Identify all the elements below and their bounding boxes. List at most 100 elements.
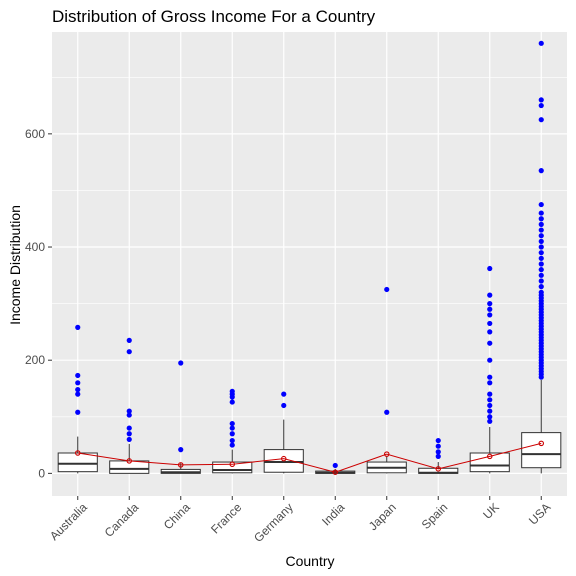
outlier-point <box>538 261 544 267</box>
outlier-point <box>126 337 132 343</box>
mean-point <box>435 466 441 472</box>
outlier-point <box>126 349 132 355</box>
x-tick-label: Canada <box>102 500 142 540</box>
x-axis: Australia Canada China France Germany India Ja… <box>47 496 553 545</box>
outlier-point <box>229 388 235 394</box>
mean-point <box>178 462 184 468</box>
outlier-point <box>538 97 544 103</box>
box-usa <box>521 380 562 474</box>
outlier-point <box>538 284 544 290</box>
outlier-point <box>487 374 493 380</box>
outlier-point <box>229 431 235 437</box>
box-iqr <box>521 432 562 469</box>
y-tick-label: 0 <box>38 466 45 480</box>
outlier-point <box>75 387 81 393</box>
outlier-point <box>229 442 235 448</box>
outlier-point <box>538 168 544 174</box>
mean-point <box>229 461 236 468</box>
outlier-point <box>487 340 493 346</box>
outlier-point <box>229 420 235 427</box>
box-iqr <box>469 452 510 473</box>
outlier-point <box>229 399 235 405</box>
outlier-point <box>538 210 544 216</box>
y-axis: 0 200 400 600 <box>25 127 52 480</box>
outlier-point <box>75 372 81 379</box>
outlier-point <box>538 267 544 273</box>
outlier-point <box>281 402 287 409</box>
outlier-point <box>538 221 544 227</box>
x-tick-label: Japan <box>366 500 399 533</box>
outlier-point <box>487 397 493 403</box>
mean-point <box>280 455 287 462</box>
outlier-point <box>435 449 441 455</box>
outlier-point <box>538 289 544 295</box>
x-tick-label: China <box>161 500 193 532</box>
outlier-point <box>487 418 493 424</box>
box-iqr <box>212 461 253 474</box>
x-axis-title: Country <box>285 553 334 569</box>
outlier-point <box>75 324 81 330</box>
outlier-point <box>538 117 544 123</box>
outlier-point <box>538 102 544 109</box>
grid-lines <box>52 32 567 496</box>
outlier-point <box>75 391 81 397</box>
outlier-point <box>332 462 338 469</box>
outlier-point <box>487 265 493 272</box>
outlier-point <box>487 380 493 386</box>
outlier-point <box>126 436 132 443</box>
outlier-point <box>538 255 544 261</box>
x-tick-label: Germany <box>251 500 296 545</box>
outlier-point <box>126 431 132 437</box>
y-axis-title: Income Distribution <box>7 205 23 325</box>
outlier-point <box>487 292 493 298</box>
box-japan <box>366 456 407 474</box>
outlier-point <box>538 227 544 233</box>
outlier-point <box>487 402 493 409</box>
outlier-point <box>281 391 287 397</box>
outlier-point <box>538 216 544 222</box>
y-tick-label: 400 <box>25 240 45 254</box>
outlier-point <box>126 425 132 431</box>
box-china <box>160 463 201 474</box>
x-tick-label: France <box>208 500 245 537</box>
outlier-point <box>178 447 184 453</box>
x-tick-label: Australia <box>47 500 90 543</box>
y-tick-label: 200 <box>25 353 45 367</box>
box-iqr <box>57 452 98 473</box>
outlier-point <box>538 244 544 250</box>
outlier-point <box>538 272 544 278</box>
outlier-point <box>538 250 544 256</box>
outlier-point <box>487 320 493 327</box>
chart-title: Distribution of Gross Income For a Count… <box>52 7 376 26</box>
mean-line <box>77 442 542 473</box>
outlier-point <box>435 453 441 459</box>
outlier-point <box>384 409 390 415</box>
y-tick-label: 600 <box>25 127 45 141</box>
outlier-point <box>487 414 493 420</box>
x-tick-label: Spain <box>419 500 451 532</box>
x-tick-label: India <box>319 500 348 529</box>
box-australia <box>57 436 98 474</box>
mean-point <box>383 451 390 457</box>
x-tick-label: UK <box>480 500 502 522</box>
outlier-point <box>487 306 493 312</box>
outlier-point <box>75 409 81 415</box>
box-germany <box>263 419 304 474</box>
mean-point <box>332 469 338 475</box>
outlier-point <box>538 238 544 244</box>
outlier-point <box>229 425 235 431</box>
outlier-point <box>126 408 132 414</box>
outlier-point <box>538 233 544 239</box>
x-tick-label: USA <box>526 500 553 527</box>
mean-point <box>75 450 81 456</box>
mean-line-layer <box>75 440 544 475</box>
mean-point <box>486 453 493 460</box>
outlier-point <box>487 329 493 335</box>
outlier-point <box>178 360 184 366</box>
outlier-point <box>487 301 493 307</box>
mean-point <box>538 440 544 447</box>
outlier-point <box>126 412 132 418</box>
outlier-point <box>538 201 544 208</box>
outlier-layer <box>75 40 544 469</box>
